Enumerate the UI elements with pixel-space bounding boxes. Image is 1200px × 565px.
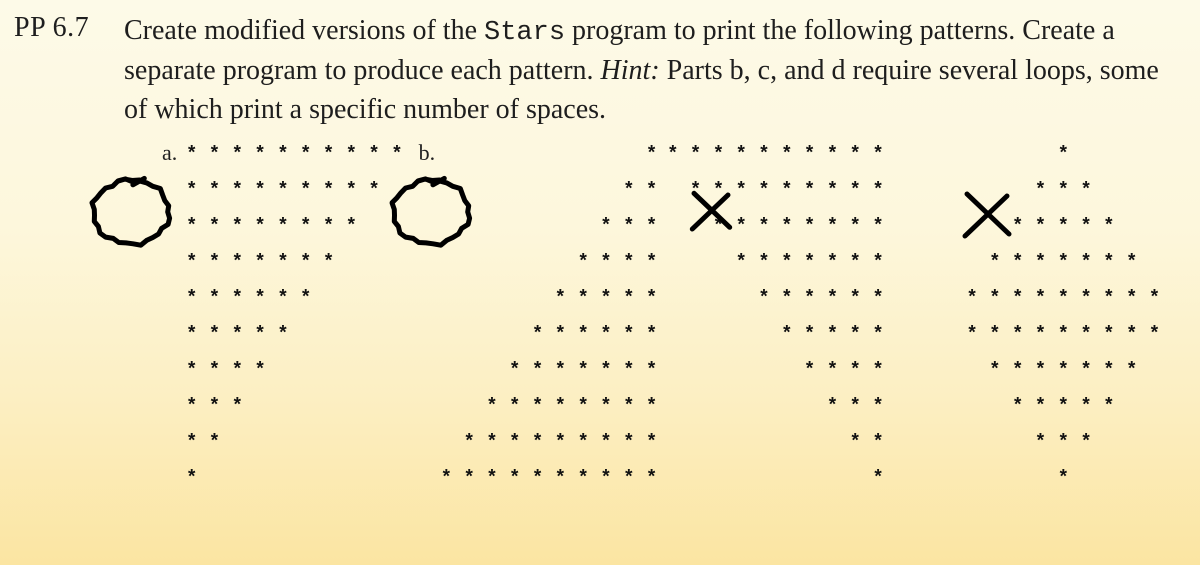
mono-stars: Stars bbox=[484, 18, 565, 48]
pattern-c: * * * * * * * * * * * * * * * * * * * * … bbox=[667, 136, 915, 497]
pattern-b-block: * * * * * * * * * * * * * * * * * * * * … bbox=[441, 136, 659, 497]
hint-label: Hint: bbox=[601, 55, 660, 86]
problem-label: PP 6.7 bbox=[14, 12, 124, 44]
pattern-a: a. * * * * * * * * * * * * * * * * * * *… bbox=[124, 136, 403, 497]
part-label-a: a. bbox=[162, 140, 177, 166]
pattern-d-block: * * * * * * * * * * * * * * * * * * * * … bbox=[944, 136, 1172, 497]
pattern-d: * * * * * * * * * * * * * * * * * * * * … bbox=[924, 136, 1172, 497]
part-label-b: b. bbox=[419, 140, 436, 166]
pattern-b: b. * * * * * * * * * * * * * * * * * * *… bbox=[411, 136, 659, 497]
text-frag-1: Create modified versions of the bbox=[124, 15, 484, 46]
patterns-row: a. * * * * * * * * * * * * * * * * * * *… bbox=[124, 136, 1172, 497]
pattern-c-block: * * * * * * * * * * * * * * * * * * * * … bbox=[667, 136, 915, 497]
pattern-a-block: * * * * * * * * * * * * * * * * * * * * … bbox=[186, 136, 403, 497]
problem-text: Create modified versions of the Stars pr… bbox=[124, 12, 1172, 130]
